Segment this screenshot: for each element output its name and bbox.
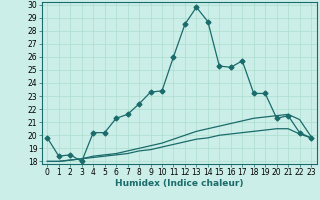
X-axis label: Humidex (Indice chaleur): Humidex (Indice chaleur) xyxy=(115,179,244,188)
